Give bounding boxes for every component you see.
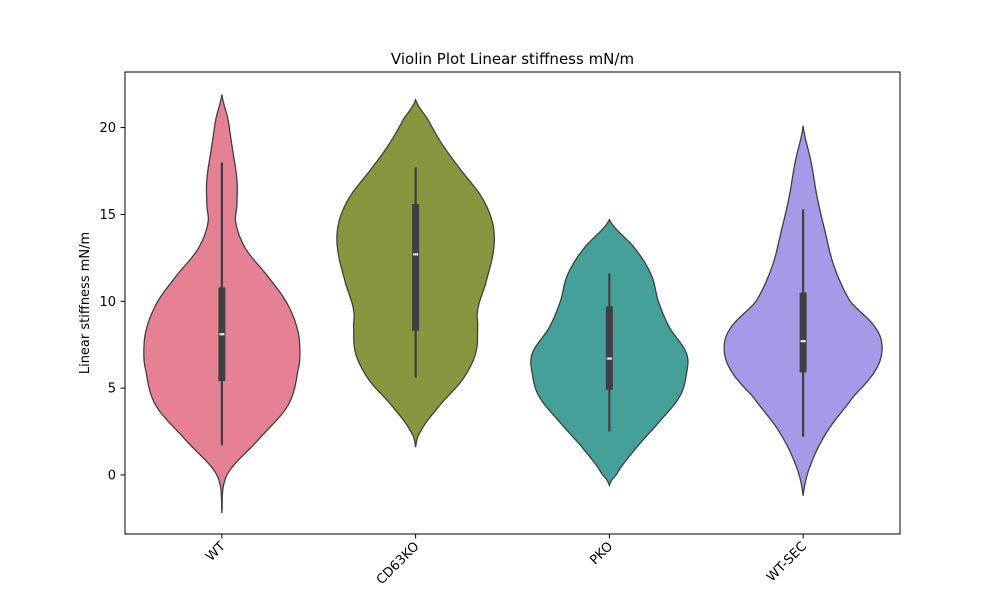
x-tick-label: PKO	[587, 539, 616, 568]
x-tick-label: CD63KO	[374, 539, 423, 588]
chart-title: Violin Plot Linear stiffness mN/m	[391, 50, 634, 68]
violin-cd63ko	[336, 98, 496, 448]
y-tick-label: 0	[108, 468, 116, 483]
y-axis-title: Linear stiffness mN/m	[78, 232, 93, 374]
plot-frame	[124, 71, 901, 535]
y-tick-label: 20	[99, 121, 116, 136]
violin-pko	[530, 218, 689, 488]
violin-iqr-box	[799, 292, 807, 373]
y-tick-label: 10	[99, 295, 116, 310]
violin-iqr-box	[412, 204, 420, 331]
violins-layer	[143, 94, 883, 514]
y-tick-label: 15	[99, 208, 116, 223]
violin-iqr-box	[605, 306, 613, 390]
x-axis: WT CD63KO PKO WT-SEC	[203, 534, 810, 588]
violin-wt	[143, 94, 301, 514]
x-tick-label: WT-SEC	[764, 539, 810, 585]
violin-wt-sec	[723, 125, 883, 496]
y-axis: 0 5 10 15 20	[99, 121, 125, 483]
x-tick-label: WT	[203, 539, 228, 564]
y-tick-label: 5	[108, 382, 116, 397]
